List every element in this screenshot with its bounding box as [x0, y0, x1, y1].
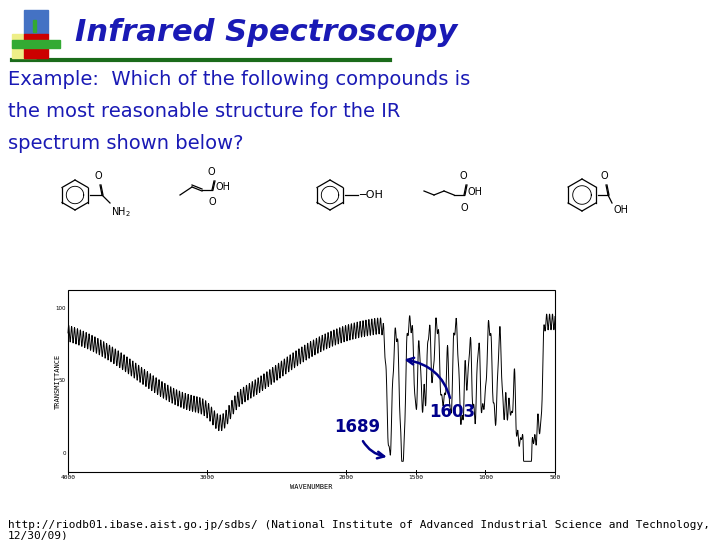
Text: the most reasonable structure for the IR: the most reasonable structure for the IR: [8, 102, 400, 121]
Text: NH$_2$: NH$_2$: [111, 205, 131, 219]
Text: 2000: 2000: [339, 475, 354, 480]
Text: O: O: [600, 171, 608, 181]
Text: 500: 500: [549, 475, 561, 480]
Text: 12/30/09): 12/30/09): [8, 531, 68, 540]
Bar: [68, 290, 555, 472]
Text: Example:  Which of the following compounds is: Example: Which of the following compound…: [8, 70, 470, 89]
Text: O: O: [459, 171, 467, 181]
Text: 50: 50: [59, 379, 66, 383]
Bar: [12, 40, 60, 48]
Text: O: O: [208, 197, 216, 207]
Text: O: O: [207, 167, 215, 177]
Text: 1603: 1603: [407, 358, 476, 421]
Bar: [12, 34, 36, 58]
Text: OH: OH: [468, 187, 483, 197]
Text: OH: OH: [613, 205, 628, 215]
Text: 1689: 1689: [335, 418, 384, 458]
Text: OH: OH: [216, 182, 231, 192]
Text: O: O: [460, 203, 468, 213]
Text: 100: 100: [55, 306, 66, 310]
Bar: [33, 20, 36, 32]
Text: TRANSMITTANCE: TRANSMITTANCE: [55, 353, 61, 409]
Text: 1000: 1000: [478, 475, 493, 480]
Text: 3000: 3000: [199, 475, 215, 480]
Text: spectrum shown below?: spectrum shown below?: [8, 134, 243, 153]
Text: http://riodb01.ibase.aist.go.jp/sdbs/ (National Institute of Advanced Industrial: http://riodb01.ibase.aist.go.jp/sdbs/ (N…: [8, 520, 710, 530]
Text: O: O: [94, 171, 102, 181]
Text: 1500: 1500: [408, 475, 423, 480]
Text: Infrared Spectroscopy: Infrared Spectroscopy: [75, 18, 457, 47]
Bar: [24, 34, 48, 58]
Bar: [24, 10, 48, 34]
Text: 4000: 4000: [60, 475, 76, 480]
Text: WAVENUMBER: WAVENUMBER: [290, 484, 333, 490]
Text: ─OH: ─OH: [359, 190, 383, 200]
Text: 0: 0: [63, 451, 66, 456]
